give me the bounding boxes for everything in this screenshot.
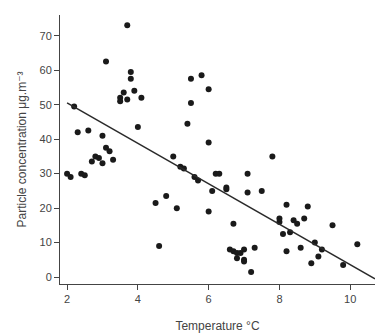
svg-text:8: 8 <box>276 293 282 305</box>
svg-text:30: 30 <box>40 167 52 179</box>
svg-text:Particle concentration μg.m⁻³: Particle concentration μg.m⁻³ <box>15 72 29 228</box>
svg-text:Temperature °C: Temperature °C <box>175 319 259 333</box>
svg-text:10: 10 <box>40 236 52 248</box>
svg-text:0: 0 <box>46 271 52 283</box>
svg-text:4: 4 <box>135 293 141 305</box>
svg-text:20: 20 <box>40 202 52 214</box>
svg-text:40: 40 <box>40 133 52 145</box>
svg-text:70: 70 <box>40 30 52 42</box>
svg-text:2: 2 <box>64 293 70 305</box>
svg-text:60: 60 <box>40 64 52 76</box>
svg-text:6: 6 <box>206 293 212 305</box>
svg-text:10: 10 <box>344 293 356 305</box>
svg-text:50: 50 <box>40 99 52 111</box>
